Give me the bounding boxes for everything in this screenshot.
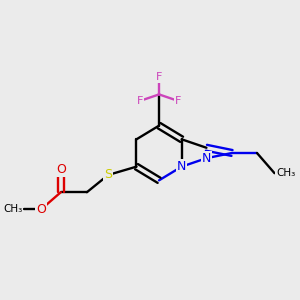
Text: O: O [56,163,66,176]
Text: F: F [136,96,143,106]
Text: N: N [202,152,211,165]
Text: F: F [175,96,182,106]
Text: S: S [104,169,112,182]
Text: CH₃: CH₃ [276,168,295,178]
Text: N: N [177,160,186,173]
Text: O: O [36,203,46,216]
Text: CH₃: CH₃ [3,204,22,214]
Text: F: F [156,72,162,82]
